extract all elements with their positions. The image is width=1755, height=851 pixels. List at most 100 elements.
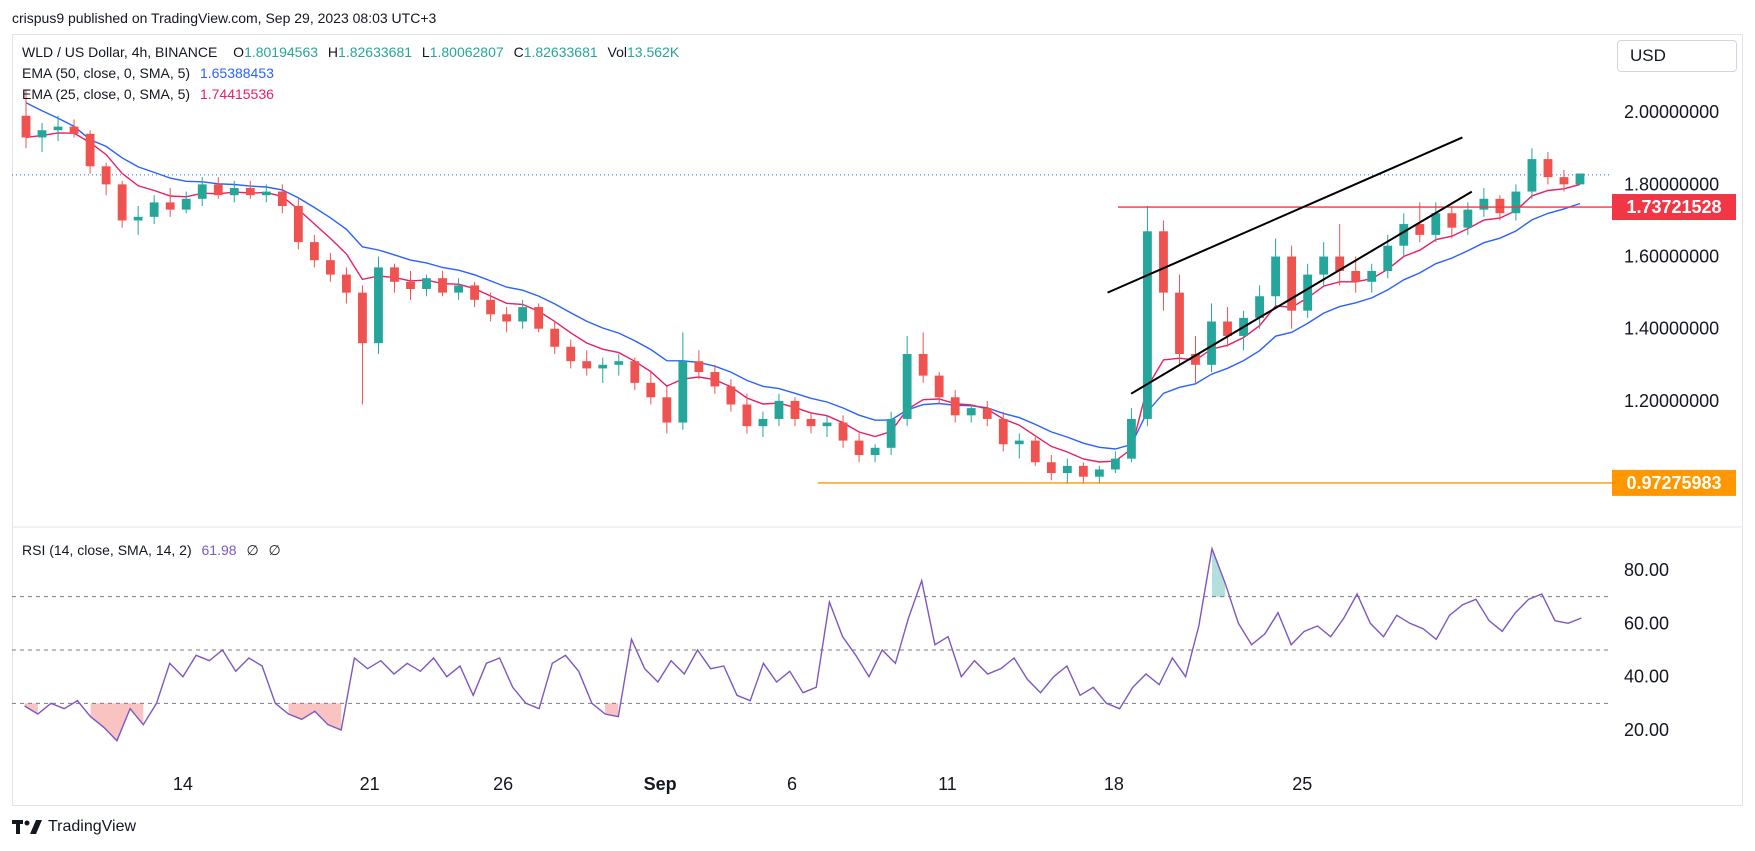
ema50-value: 1.65388453	[199, 65, 274, 81]
time-tick-label: 21	[360, 774, 380, 794]
candle-body	[53, 126, 63, 131]
candle-body	[117, 184, 127, 221]
time-tick-label: Sep	[644, 774, 677, 794]
candle-body	[1351, 270, 1361, 282]
candle-body	[325, 260, 335, 275]
candle-body	[934, 375, 944, 398]
candle-body	[1143, 231, 1152, 419]
time-tick-label: 26	[493, 774, 513, 794]
currency-button[interactable]: USD	[1617, 40, 1737, 72]
candle-body	[293, 206, 303, 243]
rsi-tick-label: 40.00	[1624, 667, 1669, 687]
candle-body	[1014, 440, 1024, 445]
price-tick-label: 2.00000000	[1624, 102, 1719, 122]
close-value: 1.82633681	[523, 44, 598, 60]
candle-body	[678, 361, 688, 423]
price-tick-label: 1.80000000	[1624, 174, 1719, 194]
candle-body	[229, 187, 239, 196]
candle-body	[1287, 256, 1297, 311]
ema25-legend[interactable]: EMA (25, close, 0, SMA, 5) 1.74415536	[22, 86, 274, 102]
candle-body	[213, 184, 223, 196]
candle-body	[165, 202, 175, 210]
candle-body	[550, 328, 560, 347]
ema50-legend[interactable]: EMA (50, close, 0, SMA, 5) 1.65388453	[22, 65, 274, 81]
rsi-na-2: ∅	[268, 542, 281, 558]
volume-label: Vol	[607, 44, 628, 60]
candle-body	[870, 447, 880, 456]
candle-body	[197, 184, 207, 199]
candle-body	[630, 361, 640, 383]
candle-body	[261, 191, 271, 196]
candle-body	[822, 422, 832, 427]
time-tick-label: 6	[787, 774, 797, 794]
open-label: O	[233, 44, 245, 60]
rsi-na-1: ∅	[246, 542, 259, 558]
tradingview-logo-icon	[12, 820, 42, 834]
candle-body	[774, 400, 784, 419]
candle-body	[518, 307, 528, 322]
rsi-oversold-fill	[605, 703, 619, 717]
candle-body	[1575, 173, 1585, 185]
tradingview-brand[interactable]: TradingView	[12, 818, 136, 836]
candle-body	[1127, 418, 1136, 459]
candle-body	[470, 285, 479, 300]
candle-body	[21, 115, 31, 138]
resistance-price-badge	[1612, 194, 1736, 221]
candle-body	[1319, 256, 1329, 275]
publisher-header: crispus9 published on TradingView.com, S…	[12, 10, 437, 26]
candle-body	[806, 418, 816, 427]
candle-body	[1335, 256, 1345, 271]
candle-body	[1559, 177, 1569, 185]
high-label: H	[327, 44, 339, 60]
candle-body	[1447, 213, 1457, 228]
candle-body	[1062, 465, 1072, 474]
candle-body	[982, 408, 992, 419]
candle-body	[598, 364, 608, 369]
chart-frame	[12, 34, 1743, 806]
guide-layer	[12, 174, 1743, 528]
candle-body	[358, 292, 367, 344]
time-tick-label: 14	[173, 774, 193, 794]
support-price-label: 0.97275983	[1626, 473, 1721, 493]
candle-body	[277, 191, 287, 207]
candle-body	[502, 314, 512, 322]
candle-body	[694, 361, 704, 373]
candle-body	[710, 372, 720, 387]
resistance-price-label: 1.73721528	[1626, 197, 1721, 217]
rsi-overbought-fill	[1212, 548, 1226, 597]
candle-body	[1223, 321, 1232, 336]
candle-body	[838, 422, 848, 441]
upper-trendline	[1107, 136, 1463, 294]
price-tick-label: 1.60000000	[1624, 247, 1719, 267]
candle-body	[390, 267, 399, 282]
candle-body	[534, 307, 544, 329]
rsi-value: 61.98	[201, 542, 237, 558]
candle-body	[726, 386, 736, 405]
low-value: 1.80062807	[429, 44, 504, 60]
candle-body	[406, 281, 415, 290]
open-value: 1.80194563	[244, 44, 319, 60]
ema-layer	[25, 102, 1581, 463]
candle-body	[966, 408, 976, 416]
time-tick-label: 25	[1292, 774, 1312, 794]
symbol-title[interactable]: WLD / US Dollar, 4h, BINANCE	[22, 44, 218, 60]
rsi-oversold-fill	[90, 703, 144, 741]
candle-body	[1030, 440, 1040, 463]
candle-body	[1191, 353, 1200, 365]
ema25-label: EMA (25, close, 0, SMA, 5)	[22, 86, 191, 102]
candle-body	[950, 397, 960, 416]
ema25-line	[25, 132, 1581, 463]
candle-body	[149, 202, 159, 217]
candle-body	[1367, 270, 1377, 282]
rsi-legend[interactable]: RSI (14, close, SMA, 14, 2) 61.98 ∅ ∅	[22, 542, 281, 559]
candle-body	[1255, 296, 1264, 318]
candle-body	[486, 299, 496, 315]
candle-body	[245, 187, 255, 196]
candle-body	[37, 130, 47, 138]
ema25-value: 1.74415536	[199, 86, 274, 102]
candle-body	[1479, 198, 1489, 210]
candle-body	[758, 418, 768, 427]
lower-trendline	[1130, 190, 1473, 395]
candle-body	[309, 242, 319, 261]
candle-body	[422, 278, 431, 290]
